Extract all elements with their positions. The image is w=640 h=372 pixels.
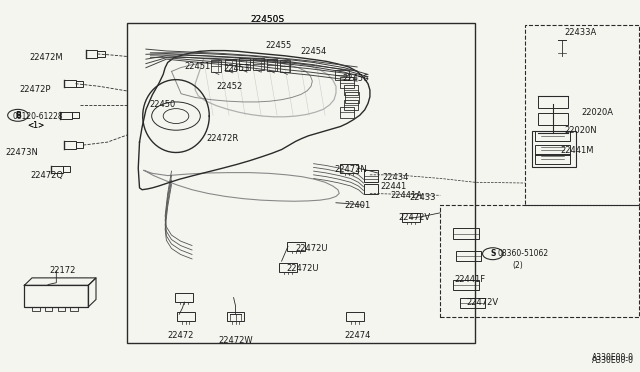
Bar xyxy=(24,285,88,307)
Bar xyxy=(535,131,570,141)
Text: 08360-51062: 08360-51062 xyxy=(498,249,549,258)
Text: 22441M: 22441M xyxy=(560,146,593,155)
Text: 22441F: 22441F xyxy=(454,275,486,284)
Bar xyxy=(340,77,354,88)
Text: 22172: 22172 xyxy=(49,266,76,275)
Text: 22472U: 22472U xyxy=(287,264,319,273)
Text: 08120-61228: 08120-61228 xyxy=(13,112,63,121)
Text: 22472: 22472 xyxy=(167,331,194,340)
Text: A330E00-0: A330E00-0 xyxy=(591,356,634,365)
Bar xyxy=(532,131,576,167)
Text: 22472V: 22472V xyxy=(466,298,498,307)
Bar xyxy=(440,205,639,317)
Bar xyxy=(344,85,358,95)
Text: 22441: 22441 xyxy=(381,182,407,191)
Bar xyxy=(63,166,70,172)
Text: 22020A: 22020A xyxy=(581,108,613,117)
Text: 22472N: 22472N xyxy=(334,165,367,174)
Text: S: S xyxy=(490,249,495,258)
Text: 22472M: 22472M xyxy=(29,53,63,62)
Bar xyxy=(60,112,72,119)
Bar xyxy=(344,100,358,110)
Bar xyxy=(97,51,105,57)
Text: 22455: 22455 xyxy=(265,41,292,50)
Bar xyxy=(45,307,52,311)
Text: 22472W: 22472W xyxy=(218,336,253,345)
Text: B: B xyxy=(15,111,20,120)
Bar xyxy=(175,293,193,302)
Text: 22450S: 22450S xyxy=(250,15,285,24)
Bar xyxy=(51,166,63,173)
Bar xyxy=(335,70,349,80)
Bar xyxy=(538,113,568,125)
Bar xyxy=(535,154,570,164)
Bar xyxy=(538,96,568,108)
Bar xyxy=(76,142,83,148)
Text: 22472P: 22472P xyxy=(20,85,51,94)
Bar xyxy=(280,60,290,72)
Bar xyxy=(345,92,359,103)
Bar xyxy=(72,112,79,118)
Text: 22450S: 22450S xyxy=(250,15,285,24)
Text: 22433: 22433 xyxy=(409,193,436,202)
Text: 22401: 22401 xyxy=(344,201,371,210)
Bar xyxy=(535,145,570,155)
Bar xyxy=(525,25,639,205)
Bar xyxy=(456,251,481,261)
Text: 22441A: 22441A xyxy=(390,191,422,200)
Text: 22434: 22434 xyxy=(383,173,409,182)
Bar xyxy=(346,312,364,321)
Bar xyxy=(227,312,244,321)
Text: 22454: 22454 xyxy=(300,47,327,56)
Text: A330E00-0: A330E00-0 xyxy=(591,353,634,362)
Text: 22452: 22452 xyxy=(216,82,243,91)
Text: (2): (2) xyxy=(512,262,523,270)
Text: 22020N: 22020N xyxy=(564,126,597,135)
Bar xyxy=(32,307,40,311)
Bar xyxy=(127,23,475,343)
Text: 22451: 22451 xyxy=(184,62,211,71)
Bar xyxy=(364,184,378,194)
Bar xyxy=(177,312,195,321)
Text: 22433A: 22433A xyxy=(564,28,596,37)
Text: <1>: <1> xyxy=(27,121,44,130)
Bar xyxy=(267,59,277,71)
Bar xyxy=(86,50,97,58)
Text: 22472Q: 22472Q xyxy=(31,171,64,180)
Bar xyxy=(364,170,378,182)
Bar xyxy=(58,307,65,311)
Text: <1>: <1> xyxy=(27,121,44,130)
Bar xyxy=(402,213,420,222)
Bar xyxy=(453,228,479,239)
Bar xyxy=(460,298,485,308)
Text: 22472R: 22472R xyxy=(207,134,239,143)
Bar xyxy=(253,58,264,70)
Bar xyxy=(76,81,83,87)
Bar xyxy=(64,80,76,87)
Bar xyxy=(64,141,76,149)
Text: 22453: 22453 xyxy=(223,64,250,73)
Bar xyxy=(340,107,354,118)
Text: 22472U: 22472U xyxy=(296,244,328,253)
Text: 22456: 22456 xyxy=(342,74,369,83)
Bar xyxy=(279,263,297,272)
Text: 22473N: 22473N xyxy=(6,148,38,157)
Text: 22472V: 22472V xyxy=(399,213,431,222)
Bar xyxy=(211,60,221,72)
Bar xyxy=(340,164,358,173)
Text: 22450: 22450 xyxy=(149,100,175,109)
Bar xyxy=(225,59,236,71)
Bar xyxy=(70,307,78,311)
Bar xyxy=(239,58,250,70)
Bar xyxy=(287,242,305,251)
Text: 22474: 22474 xyxy=(344,331,371,340)
Bar xyxy=(453,280,479,290)
